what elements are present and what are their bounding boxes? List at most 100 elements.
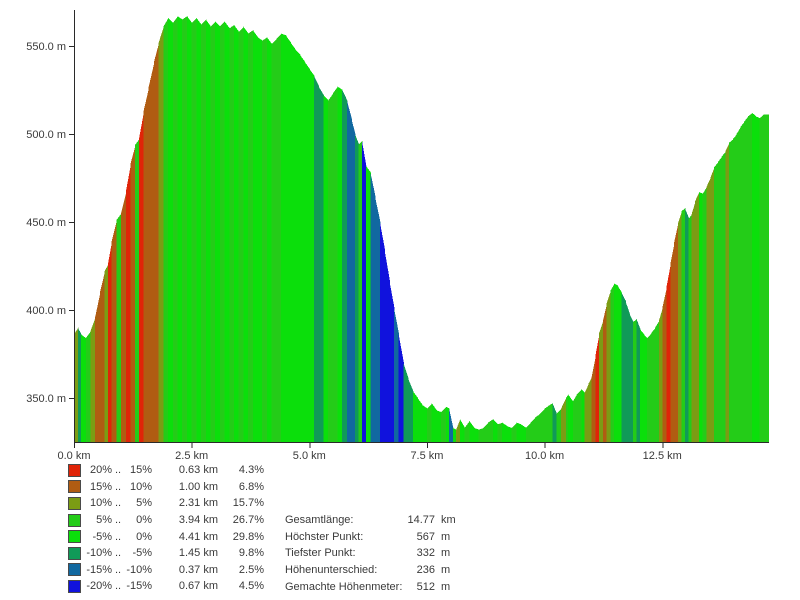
slope-segment	[362, 141, 367, 443]
slope-segment	[588, 376, 593, 443]
x-tick-label: 0.0 km	[57, 450, 90, 462]
legend-row: -15%.. -10% 0.37 km 2.5%	[68, 562, 264, 579]
slope-segment	[702, 186, 707, 444]
slope-segment	[633, 318, 637, 443]
slope-segment	[99, 271, 106, 443]
slope-segment	[744, 116, 749, 444]
slope-segment	[621, 292, 626, 443]
stat-unit: m	[441, 580, 451, 593]
slope-segment	[243, 26, 249, 443]
slope-segment	[595, 332, 600, 443]
stat-label: Tiefster Punkt:	[285, 547, 356, 560]
legend-range-dots: ..	[114, 480, 122, 493]
slope-segment	[163, 17, 169, 444]
slope-segment	[556, 408, 562, 443]
legend-slope-to: -15%	[126, 580, 152, 593]
slope-segment	[186, 16, 193, 443]
legend-distance: 0.37 km	[178, 563, 218, 576]
slope-segment	[351, 119, 356, 444]
slope-segment	[365, 165, 371, 443]
stat-value: 14.77	[407, 514, 435, 527]
slope-segment	[370, 172, 376, 443]
x-tick-label: 5.0 km	[293, 450, 326, 462]
slope-segment	[584, 383, 589, 443]
legend-share: 29.8%	[232, 530, 264, 543]
slope-segment	[636, 318, 641, 443]
slope-segment	[95, 292, 101, 443]
legend-share: 15.7%	[232, 497, 264, 510]
slope-segment	[116, 213, 122, 443]
slope-segment	[452, 427, 457, 443]
slope-segment	[714, 162, 719, 443]
slope-segment	[422, 405, 428, 443]
slope-segment	[74, 327, 79, 443]
slope-segment	[565, 394, 569, 443]
legend-range-dots: ..	[114, 464, 122, 477]
slope-segment	[107, 241, 113, 443]
legend-range-dots: ..	[114, 514, 122, 527]
slope-segment	[238, 26, 244, 443]
slope-segment	[568, 394, 574, 443]
slope-segment	[763, 114, 770, 443]
stat-label: Höhenunterschied:	[285, 564, 378, 577]
legend-share: 4.5%	[238, 580, 264, 593]
slope-legend: 20%.. 15% 0.63 km 4.3% 15%.. 10% 1.00 km 6.8% 10…	[68, 462, 264, 595]
slope-segment	[304, 61, 310, 444]
slope-segment	[436, 410, 442, 443]
slope-segment	[699, 192, 704, 443]
slope-segment	[549, 403, 554, 443]
slope-segment	[210, 21, 216, 444]
slope-segment	[384, 250, 390, 443]
slope-segment	[647, 332, 652, 443]
x-tick-label: 10.0 km	[525, 450, 564, 462]
legend-share: 9.8%	[238, 547, 264, 560]
slope-segment	[710, 167, 715, 443]
slope-segment	[394, 308, 400, 443]
slope-segment	[276, 33, 282, 443]
legend-color-swatch	[68, 513, 81, 527]
slope-segment	[521, 424, 527, 443]
slope-segment	[591, 355, 596, 443]
legend-slope-from: -10%	[86, 547, 112, 560]
slope-segment	[464, 420, 470, 443]
slope-segment	[81, 334, 87, 443]
legend-color-swatch	[68, 579, 81, 593]
slope-segment	[266, 37, 273, 443]
slope-segment	[172, 16, 178, 443]
slope-segment	[271, 39, 277, 443]
slope-segment	[576, 389, 582, 443]
slope-segment	[552, 403, 557, 443]
slope-segment	[389, 280, 395, 443]
slope-segment	[309, 68, 315, 444]
stat-unit: km	[441, 514, 456, 527]
legend-color-swatch	[68, 546, 81, 560]
slope-segment	[659, 306, 664, 443]
slope-segment	[154, 42, 160, 443]
slope-segment	[248, 30, 254, 443]
slope-segment	[257, 37, 263, 443]
slope-segment	[530, 417, 536, 443]
slope-segment	[262, 37, 268, 443]
legend-distance: 1.45 km	[178, 547, 218, 560]
stat-value: 332	[416, 547, 435, 560]
slope-segment	[599, 320, 604, 443]
track-statistics: Gesamtlänge: 14.77 km Höchster Punkt: 567 m Ti…	[285, 512, 456, 595]
slope-segment	[332, 86, 338, 443]
slope-segment	[507, 426, 513, 443]
legend-range-dots: ..	[114, 530, 122, 543]
slope-segment	[215, 21, 221, 444]
slope-segment	[90, 317, 96, 443]
slope-segment	[168, 17, 174, 444]
slope-segment	[234, 24, 240, 444]
slope-segment	[182, 16, 188, 443]
y-tick-label: 500.0 m	[26, 129, 66, 141]
legend-share: 2.5%	[238, 563, 264, 576]
stat-row: Tiefster Punkt: 332 m	[285, 545, 456, 562]
y-tick-label: 350.0 m	[26, 393, 66, 405]
legend-slope-from: -5%	[92, 530, 112, 543]
slope-segment	[441, 406, 447, 443]
slope-segment	[323, 95, 329, 444]
slope-segment	[290, 42, 296, 443]
stat-row: Höhenunterschied: 236 m	[285, 562, 456, 579]
